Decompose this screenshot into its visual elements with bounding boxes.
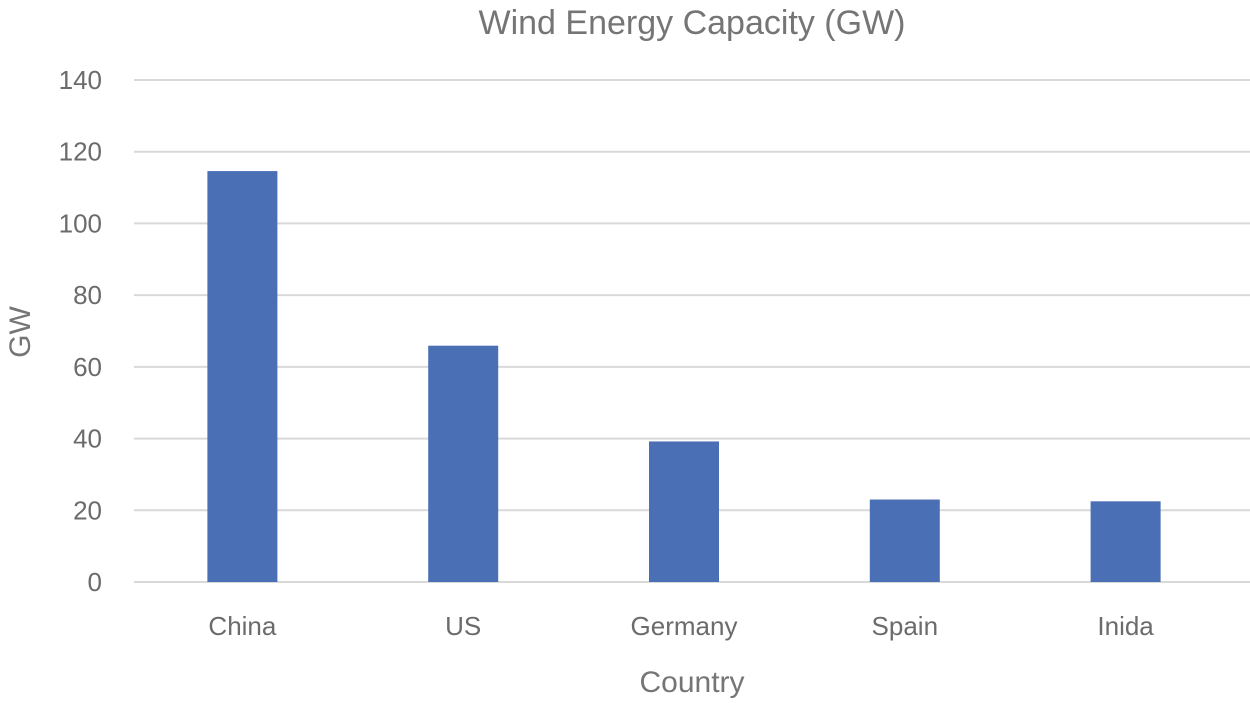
x-tick-label: US: [445, 611, 481, 641]
bar-inida: [1090, 501, 1161, 582]
bar-china: [207, 171, 278, 582]
x-tick-label: China: [208, 611, 276, 641]
x-tick-label: Spain: [872, 611, 939, 641]
bar-spain: [869, 499, 940, 582]
y-tick-label: 0: [88, 567, 102, 597]
bars: [207, 171, 1161, 582]
gridlines: [134, 79, 1250, 583]
chart-title: Wind Energy Capacity (GW): [479, 4, 906, 42]
y-tick-label: 60: [73, 352, 102, 382]
y-tick-label: 80: [73, 280, 102, 310]
x-tick-label: Germany: [631, 611, 738, 641]
y-tick-label: 40: [73, 424, 102, 454]
bar-us: [428, 345, 499, 582]
y-tick-label: 20: [73, 495, 102, 525]
y-tick-label: 100: [59, 208, 102, 238]
bar-germany: [649, 441, 719, 582]
y-axis-tick-labels: 0 20 40 60 80 100 120 140: [59, 65, 102, 597]
x-axis-title: Country: [639, 666, 744, 699]
y-axis-title: GW: [4, 305, 37, 357]
x-axis-tick-labels: China US Germany Spain Inida: [208, 611, 1154, 641]
x-tick-label: Inida: [1097, 611, 1154, 641]
y-tick-label: 140: [59, 65, 102, 95]
y-tick-label: 120: [59, 137, 102, 167]
